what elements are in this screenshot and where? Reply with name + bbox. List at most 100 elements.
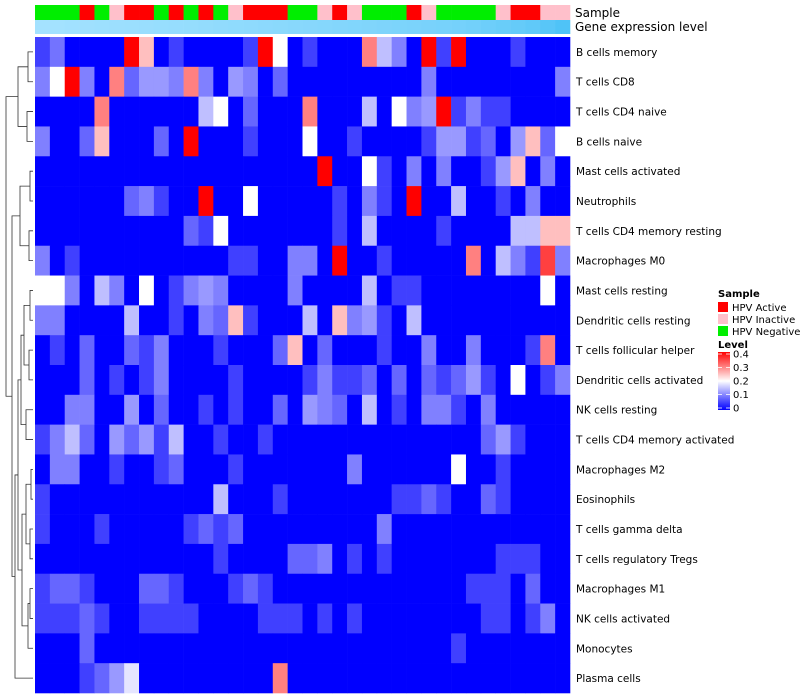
heatmap-cell bbox=[555, 126, 571, 157]
heatmap-cell bbox=[376, 663, 392, 694]
heatmap-cell bbox=[139, 275, 155, 306]
heatmap-cell bbox=[480, 484, 496, 515]
heatmap-cell bbox=[347, 156, 363, 187]
heatmap-cell bbox=[94, 126, 110, 157]
heatmap-cell bbox=[168, 663, 184, 694]
heatmap-cell bbox=[168, 275, 184, 306]
heatmap-cell bbox=[272, 663, 288, 694]
heatmap-cell bbox=[480, 305, 496, 336]
expression-cell bbox=[376, 20, 392, 34]
heatmap-cell bbox=[451, 335, 467, 366]
heatmap-cell bbox=[317, 186, 333, 217]
expression-cell bbox=[153, 20, 170, 34]
heatmap-cell bbox=[183, 484, 199, 515]
heatmap-cell bbox=[183, 335, 199, 366]
heatmap-cell bbox=[35, 573, 51, 604]
heatmap-cell bbox=[124, 663, 140, 694]
heatmap-cell bbox=[436, 663, 452, 694]
heatmap-cell bbox=[332, 335, 348, 366]
row-label: B cells memory bbox=[576, 47, 657, 59]
heatmap-cell bbox=[525, 484, 541, 515]
heatmap-cell bbox=[213, 633, 229, 664]
heatmap-cell bbox=[213, 245, 229, 276]
heatmap-cell bbox=[436, 424, 452, 455]
heatmap-cell bbox=[347, 215, 363, 247]
heatmap-cell bbox=[94, 96, 110, 127]
legend-swatch bbox=[718, 302, 728, 312]
heatmap-cell bbox=[436, 335, 452, 366]
heatmap-cell bbox=[302, 633, 318, 664]
heatmap-cell bbox=[465, 454, 482, 485]
expression-cell bbox=[168, 20, 184, 34]
sample-cell bbox=[287, 5, 303, 20]
heatmap-cell bbox=[406, 424, 422, 455]
heatmap-cell bbox=[525, 365, 541, 396]
heatmap-cell bbox=[332, 66, 348, 97]
expression-cell bbox=[79, 20, 95, 34]
sample-cell bbox=[332, 5, 348, 20]
heatmap-cell bbox=[49, 305, 66, 336]
heatmap-cell bbox=[228, 37, 244, 68]
heatmap-cell bbox=[451, 126, 467, 157]
heatmap-cell bbox=[465, 335, 482, 366]
sample-cell bbox=[228, 5, 244, 20]
heatmap-cell bbox=[391, 305, 407, 336]
heatmap-cell bbox=[361, 215, 378, 247]
level-tick-label: 0.1 bbox=[733, 390, 749, 401]
heatmap-cell bbox=[35, 365, 51, 396]
heatmap-cell bbox=[525, 454, 541, 485]
heatmap-cell bbox=[109, 96, 125, 127]
heatmap-cell bbox=[243, 245, 259, 276]
heatmap-cell bbox=[421, 275, 437, 306]
heatmap-cell bbox=[64, 186, 80, 217]
heatmap-cell bbox=[79, 37, 95, 68]
heatmap-cell bbox=[124, 603, 140, 634]
heatmap-cell bbox=[79, 275, 95, 306]
heatmap-cell bbox=[391, 543, 407, 575]
heatmap-cell bbox=[287, 365, 303, 396]
heatmap-cell bbox=[168, 484, 184, 515]
heatmap-cell bbox=[124, 186, 140, 217]
heatmap-cell bbox=[287, 454, 303, 485]
heatmap-cell bbox=[480, 424, 496, 455]
heatmap-cell bbox=[109, 454, 125, 485]
heatmap-cell bbox=[495, 66, 511, 97]
heatmap-cell bbox=[139, 573, 155, 604]
heatmap-cell bbox=[391, 245, 407, 276]
heatmap-cell bbox=[198, 454, 214, 485]
heatmap-cell bbox=[525, 96, 541, 127]
heatmap-cell bbox=[79, 543, 95, 575]
heatmap-cell bbox=[421, 37, 437, 68]
heatmap-cell bbox=[347, 573, 363, 604]
heatmap-cell bbox=[287, 603, 303, 634]
heatmap-cell bbox=[139, 126, 155, 157]
heatmap-cell bbox=[79, 156, 95, 187]
heatmap-cell bbox=[361, 424, 378, 455]
heatmap-cell bbox=[168, 96, 184, 127]
heatmap-cell bbox=[183, 126, 199, 157]
heatmap-cell bbox=[361, 663, 378, 694]
heatmap-cell bbox=[332, 305, 348, 336]
heatmap-cell bbox=[391, 424, 407, 455]
heatmap-cell bbox=[257, 603, 274, 634]
heatmap-cell bbox=[213, 394, 229, 425]
heatmap-cell bbox=[198, 573, 214, 604]
heatmap-cell bbox=[198, 335, 214, 366]
heatmap-cell bbox=[35, 126, 51, 157]
heatmap-cell bbox=[139, 305, 155, 336]
heatmap-cell bbox=[421, 424, 437, 455]
sample-cell bbox=[64, 5, 80, 20]
heatmap-cell bbox=[525, 215, 541, 247]
legend-entry-label: HPV Inactive bbox=[732, 315, 795, 326]
heatmap-cell bbox=[540, 633, 556, 664]
heatmap-cell bbox=[376, 603, 392, 634]
heatmap-cell bbox=[436, 37, 452, 68]
heatmap-cell bbox=[35, 394, 51, 425]
heatmap-cell bbox=[109, 514, 125, 545]
sample-cell bbox=[406, 5, 422, 20]
heatmap-cell bbox=[79, 514, 95, 545]
row-label: Macrophages M1 bbox=[576, 584, 665, 596]
heatmap-cell bbox=[272, 424, 288, 455]
heatmap-cell bbox=[495, 275, 511, 306]
